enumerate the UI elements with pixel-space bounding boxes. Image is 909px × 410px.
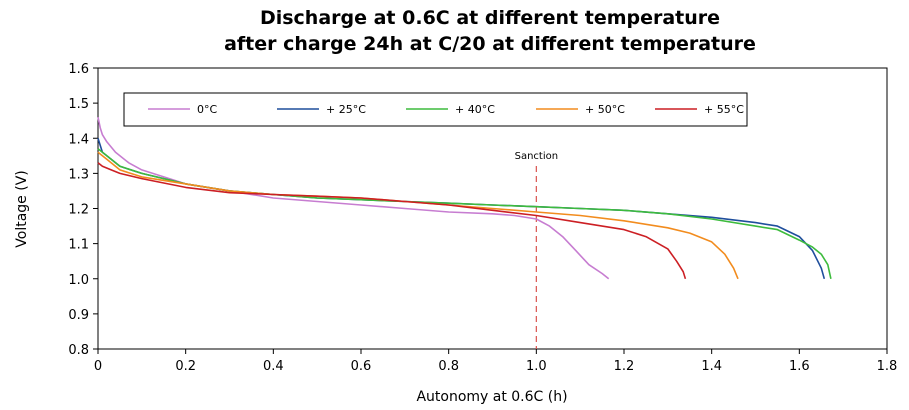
series-lines: [97, 117, 832, 280]
x-tick-label: 0: [94, 359, 102, 374]
legend-label: + 40°C: [455, 103, 495, 116]
x-tick-label: 0.2: [175, 359, 196, 374]
sanction-label: Sanction: [515, 151, 558, 162]
series-line: [97, 151, 739, 280]
legend-label: + 25°C: [326, 103, 366, 116]
chart-title-line-1: Discharge at 0.6C at different temperatu…: [260, 7, 720, 29]
x-tick-label: 0.4: [263, 359, 284, 374]
annotations: Sanction: [515, 151, 558, 349]
y-axis-title: Voltage (V): [14, 170, 30, 247]
legend-label: 0°C: [197, 103, 217, 116]
y-tick-label: 1.5: [68, 97, 89, 112]
legend: 0°C + 25°C + 40°C + 50°C + 55°C: [148, 103, 744, 116]
series-line: [97, 138, 826, 280]
series-line: [97, 162, 687, 280]
y-tick-label: 0.9: [68, 308, 89, 323]
plot-frame: [97, 67, 888, 350]
y-axis-ticks: 0.8 0.9 1.0 1.1 1.2 1.3 1.4 1.5 1.6: [68, 62, 98, 358]
x-tick-label: 0.8: [438, 359, 459, 374]
y-tick-label: 1.6: [68, 62, 89, 77]
x-axis-title: Autonomy at 0.6C (h): [416, 389, 567, 405]
chart-title-line-2: after charge 24h at C/20 at different te…: [224, 33, 756, 55]
x-axis-ticks: 0 0.2 0.4 0.6 0.8 1.0 1.2 1.4 1.6 1.8: [94, 349, 897, 374]
y-tick-label: 1.2: [68, 203, 89, 218]
x-tick-label: 1.8: [877, 359, 898, 374]
y-tick-label: 1.0: [68, 273, 89, 288]
legend-label: + 50°C: [585, 103, 625, 116]
y-tick-label: 1.4: [68, 132, 89, 147]
y-tick-label: 1.1: [68, 238, 89, 253]
x-tick-label: 1.6: [789, 359, 810, 374]
series-line: [97, 148, 832, 279]
legend-label: + 55°C: [704, 103, 744, 116]
x-tick-label: 1.2: [614, 359, 635, 374]
x-tick-label: 1.4: [701, 359, 722, 374]
x-tick-label: 0.6: [351, 359, 372, 374]
y-tick-label: 1.3: [68, 167, 89, 182]
x-tick-label: 1.0: [526, 359, 547, 374]
y-tick-label: 0.8: [68, 343, 89, 358]
series-line: [97, 117, 610, 280]
